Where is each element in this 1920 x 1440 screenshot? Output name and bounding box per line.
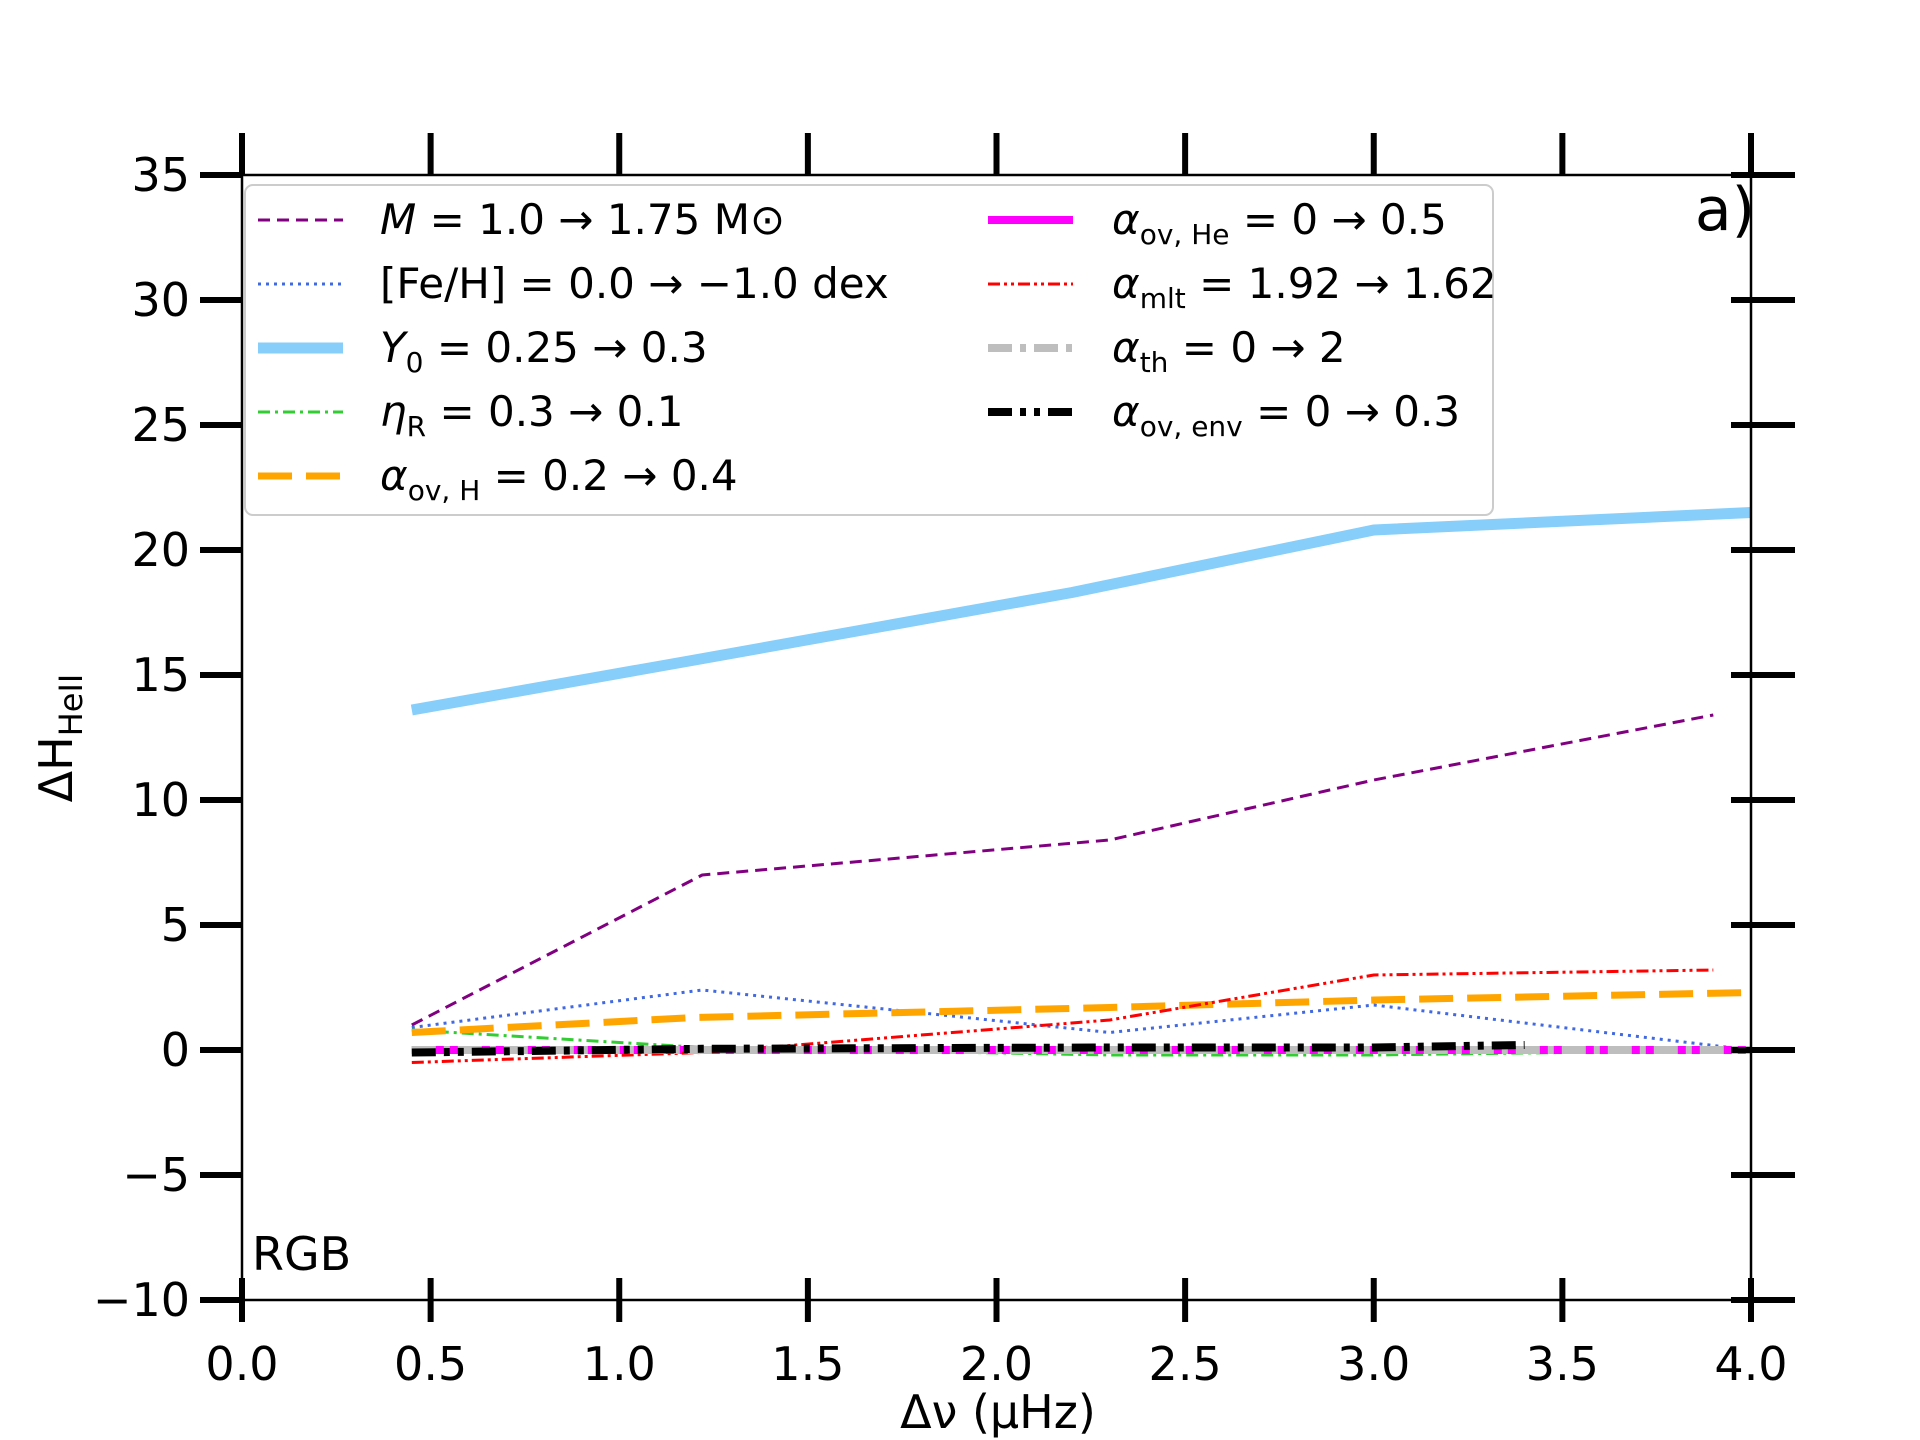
y-tick-label: 20 <box>131 523 190 577</box>
y-tick-label: 25 <box>131 398 190 452</box>
x-axis-label: Δν (μHz) <box>900 1385 1096 1439</box>
series-line-mixing-length <box>411 968 1714 1064</box>
legend-box <box>244 184 1494 516</box>
x-tick-label: 1.0 <box>583 1337 656 1391</box>
y-tick-label: 10 <box>131 773 190 827</box>
y-tick-label: 35 <box>131 148 190 202</box>
y-tick-label: −5 <box>122 1148 190 1202</box>
y-tick-label: 15 <box>131 648 190 702</box>
legend-label-mass-loss: ηR = 0.3 → 0.1 <box>380 387 683 443</box>
legend-label-helium: Y0 = 0.25 → 0.3 <box>380 323 708 379</box>
stage-label: RGB <box>252 1227 351 1281</box>
series-line-core-overshoot <box>411 989 1752 1036</box>
ticks-layer: 0.0 0.5 1.0 1.5 2.0 2.5 3.0 3.5 4.0 −10 −5 0 5 10 15 20… <box>93 133 1795 1391</box>
legend-label-core-overshoot: αov, H = 0.2 → 0.4 <box>380 451 738 507</box>
y-tick-label: 30 <box>131 273 190 327</box>
plot-frame <box>240 173 1753 1302</box>
y-axis-label: ΔHHeII <box>29 674 90 803</box>
series-layer <box>410 507 1752 1064</box>
series-line-mass-loss <box>411 1028 1752 1057</box>
y-axis-label-group: ΔHHeII <box>29 674 90 803</box>
legend-label-thermohaline: αth = 0 → 2 <box>1112 323 1346 379</box>
y-tick-label: 0 <box>161 1023 190 1077</box>
x-tick-label: 4.0 <box>1714 1337 1787 1391</box>
series-line-mass <box>411 713 1714 1027</box>
legend-label-envelope-overshoot: αov, env = 0 → 0.3 <box>1112 387 1460 443</box>
legend-label-metallicity: [Fe/H] = 0.0 → −1.0 dex <box>380 259 889 308</box>
x-tick-label: 3.5 <box>1526 1337 1599 1391</box>
panel-label: a) <box>1695 175 1755 245</box>
x-tick-label: 0.0 <box>205 1337 278 1391</box>
x-tick-label: 2.5 <box>1149 1337 1222 1391</box>
legend-label-he-core-overshoot: αov, He = 0 → 0.5 <box>1112 195 1447 251</box>
legend: M = 1.0 → 1.75 M⊙ [Fe/H] = 0.0 → −1.0 dex… <box>244 184 1497 516</box>
legend-label-mass: M = 1.0 → 1.75 M⊙ <box>380 195 785 244</box>
legend-label-mixing-length: αmlt = 1.92 → 1.62 <box>1112 259 1497 315</box>
x-tick-label: 1.5 <box>771 1337 844 1391</box>
x-tick-label: 2.0 <box>960 1337 1033 1391</box>
series-line-envelope-overshoot <box>411 1041 1525 1057</box>
y-tick-label: 5 <box>161 898 190 952</box>
x-tick-label: 0.5 <box>394 1337 467 1391</box>
y-tick-label: −10 <box>93 1273 190 1327</box>
x-tick-label: 3.0 <box>1337 1337 1410 1391</box>
series-line-helium <box>410 507 1752 716</box>
